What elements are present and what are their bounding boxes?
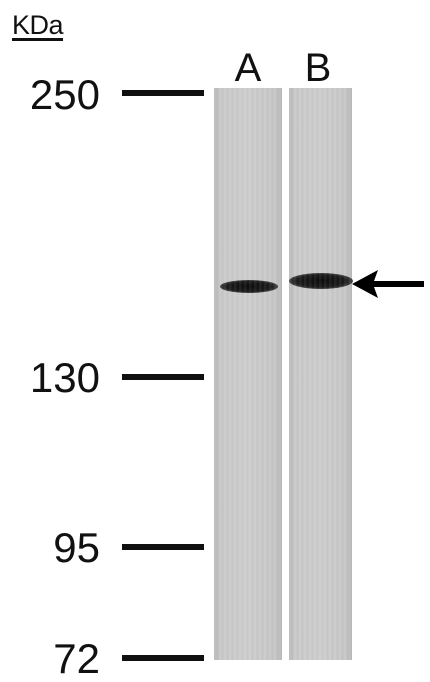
marker-label-72: 72 xyxy=(53,635,100,682)
lane-b xyxy=(289,88,353,660)
arrow-left-icon xyxy=(352,270,424,298)
lane-label-b: B xyxy=(304,46,332,90)
marker-label-130: 130 xyxy=(29,354,100,401)
lane-a xyxy=(214,88,282,660)
band-lane-b xyxy=(289,273,353,289)
marker-label-250: 250 xyxy=(29,71,100,118)
marker-tick-72 xyxy=(122,655,204,661)
unit-label: KDa xyxy=(12,10,64,40)
marker-tick-95 xyxy=(122,544,204,550)
marker-label-95: 95 xyxy=(53,524,100,571)
lane-label-a: A xyxy=(234,46,262,90)
marker-tick-130 xyxy=(122,374,204,380)
marker-tick-250 xyxy=(122,90,204,96)
band-lane-a xyxy=(220,280,278,293)
